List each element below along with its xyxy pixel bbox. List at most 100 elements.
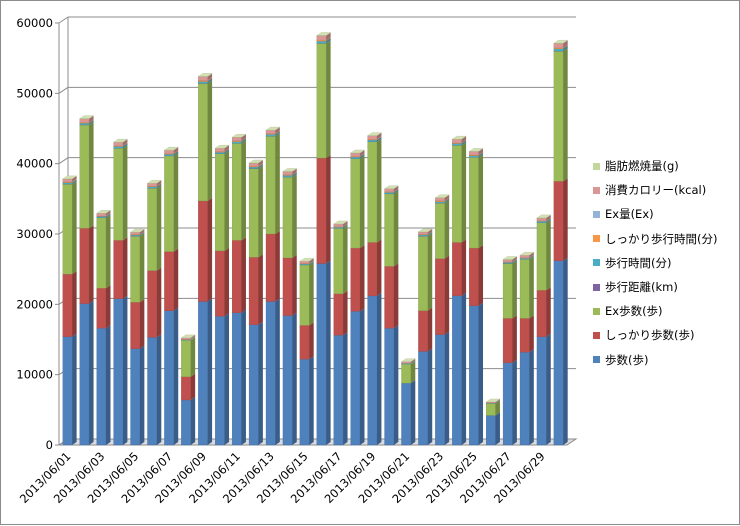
bar-segment-3-13	[266, 136, 275, 234]
bar-segment-2-28	[520, 318, 529, 352]
y-tick-label: 10000	[16, 368, 53, 382]
bar-segment-5-19	[368, 140, 377, 142]
bar-side-2-4	[123, 237, 128, 298]
bar-side-3-21	[411, 361, 416, 383]
bar-side-1-20	[394, 325, 399, 445]
bar-segment-8-20	[385, 189, 394, 192]
bar-segment-2-1	[63, 274, 72, 337]
bar-segment-5-4	[114, 146, 123, 148]
bar-segment-1-30	[554, 261, 563, 445]
bar-segment-8-22	[418, 232, 427, 234]
bar-segment-1-13	[266, 302, 275, 445]
bar-segment-2-18	[351, 248, 360, 311]
bar-side-2-12	[258, 254, 263, 325]
bar-side-2-16	[326, 155, 331, 264]
bar-side-1-19	[377, 293, 382, 445]
bar-side-3-29	[546, 220, 551, 291]
bar-segment-5-25	[469, 156, 478, 158]
bar-side-3-13	[275, 133, 280, 234]
bar-side-1-28	[529, 349, 534, 445]
bar-segment-1-27	[503, 363, 512, 445]
bar-side-2-7	[174, 249, 179, 311]
bar-segment-5-27	[503, 262, 512, 263]
bar-segment-8-16	[317, 36, 326, 40]
bar-segment-1-15	[300, 359, 309, 445]
bar-segment-6-16	[317, 40, 326, 41]
bar-side-2-8	[191, 374, 196, 400]
bar-segment-3-2	[80, 125, 89, 228]
bar-side-1-15	[309, 356, 314, 445]
legend-item: しっかり歩行時間(分)	[593, 227, 739, 251]
bar-segment-8-26	[486, 402, 495, 403]
bar-segment-2-15	[300, 325, 309, 359]
y-tick-label: 0	[46, 438, 53, 452]
bar-segment-3-10	[215, 154, 224, 251]
bar-side-1-27	[512, 360, 517, 445]
bar-side-1-17	[343, 332, 348, 445]
bar-segment-2-22	[418, 311, 427, 352]
bar-segment-1-2	[80, 304, 89, 445]
bar-side-2-28	[529, 315, 534, 352]
bar-side-2-27	[512, 315, 517, 362]
bar-side-2-19	[377, 239, 382, 295]
bar-side-2-3	[106, 285, 111, 328]
bar-segment-2-16	[317, 158, 326, 263]
bar-segment-3-11	[232, 143, 241, 240]
bar-segment-5-13	[266, 134, 275, 136]
bar-side-2-6	[157, 268, 162, 338]
bar-segment-5-28	[520, 258, 529, 259]
bar-segment-5-29	[537, 221, 546, 222]
bar-segment-5-11	[232, 142, 241, 144]
bar-side-3-1	[72, 181, 77, 274]
bar-segment-1-19	[368, 296, 377, 445]
bar-side-3-14	[292, 174, 297, 258]
bar-segment-1-23	[435, 335, 444, 445]
bar-segment-8-17	[334, 224, 343, 227]
bar-side-3-7	[174, 153, 179, 252]
bar-side-3-27	[512, 261, 517, 319]
bar-segment-5-3	[97, 216, 106, 217]
legend-swatch	[593, 211, 600, 218]
bar-segment-3-22	[418, 236, 427, 311]
legend-swatch	[593, 235, 600, 242]
bar-segment-1-20	[385, 328, 394, 445]
legend-item: Ex歩数(歩)	[593, 299, 739, 323]
bar-segment-1-5	[131, 349, 140, 445]
legend: 脂肪燃焼量(g)消費カロリー(kcal)Ex量(Ex)しっかり歩行時間(分)歩行…	[593, 154, 739, 372]
bar-segment-3-15	[300, 265, 309, 325]
bar-side-2-24	[462, 239, 467, 295]
bar-side-3-12	[258, 166, 263, 258]
bar-side-2-5	[140, 299, 145, 348]
bar-segment-1-21	[401, 383, 410, 445]
bar-side-3-17	[343, 225, 348, 293]
bar-segment-5-24	[452, 144, 461, 146]
bar-side-1-26	[495, 412, 500, 445]
bar-segment-2-19	[368, 242, 377, 295]
bar-segment-1-22	[418, 351, 427, 445]
bar-segment-3-16	[317, 43, 326, 158]
bar-segment-1-9	[198, 302, 207, 445]
bar-side-1-9	[208, 299, 213, 445]
bar-side-2-22	[428, 308, 433, 352]
bar-side-3-16	[326, 40, 331, 158]
bar-segment-5-23	[435, 202, 444, 203]
bar-segment-1-11	[232, 313, 241, 445]
bar-side-3-15	[309, 262, 314, 325]
bar-side-3-18	[360, 156, 365, 248]
bar-segment-3-18	[351, 159, 360, 248]
bar-side-2-30	[563, 178, 568, 260]
legend-item: Ex量(Ex)	[593, 202, 739, 226]
bar-segment-8-30	[554, 43, 563, 48]
bar-segment-3-21	[401, 364, 410, 383]
bar-segment-2-20	[385, 266, 394, 328]
legend-label: 歩数(歩)	[605, 352, 648, 368]
bar-segment-2-9	[198, 201, 207, 302]
bar-segment-3-30	[554, 51, 563, 181]
bar-segment-8-2	[80, 119, 89, 123]
bar-segment-5-10	[215, 152, 224, 153]
bar-side-2-2	[89, 225, 94, 303]
bar-segment-5-7	[164, 154, 173, 156]
bar-segment-8-24	[452, 139, 461, 143]
bar-segment-8-3	[97, 213, 106, 216]
grid-slant-6	[59, 17, 68, 23]
